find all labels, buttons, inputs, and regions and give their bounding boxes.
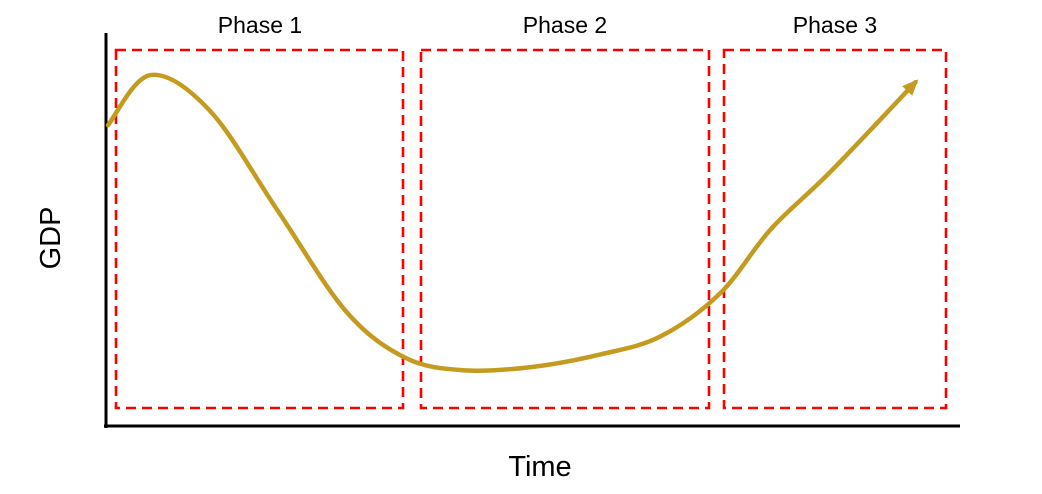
phase-labels: Phase 1 Phase 2 Phase 3	[218, 12, 877, 38]
phase-2-label: Phase 2	[523, 12, 607, 38]
y-axis-label: GDP	[35, 207, 67, 270]
gdp-curve	[105, 72, 918, 374]
x-axis-label: Time	[508, 451, 571, 483]
phase-1-box	[114, 48, 405, 410]
phase-1-label: Phase 1	[218, 12, 302, 38]
phase-3-box	[722, 48, 948, 410]
phase-3-label: Phase 3	[793, 12, 877, 38]
phase-boxes	[114, 48, 948, 410]
axes	[104, 33, 960, 428]
phase-2-box	[419, 48, 711, 410]
curve-arrowhead	[902, 79, 919, 96]
